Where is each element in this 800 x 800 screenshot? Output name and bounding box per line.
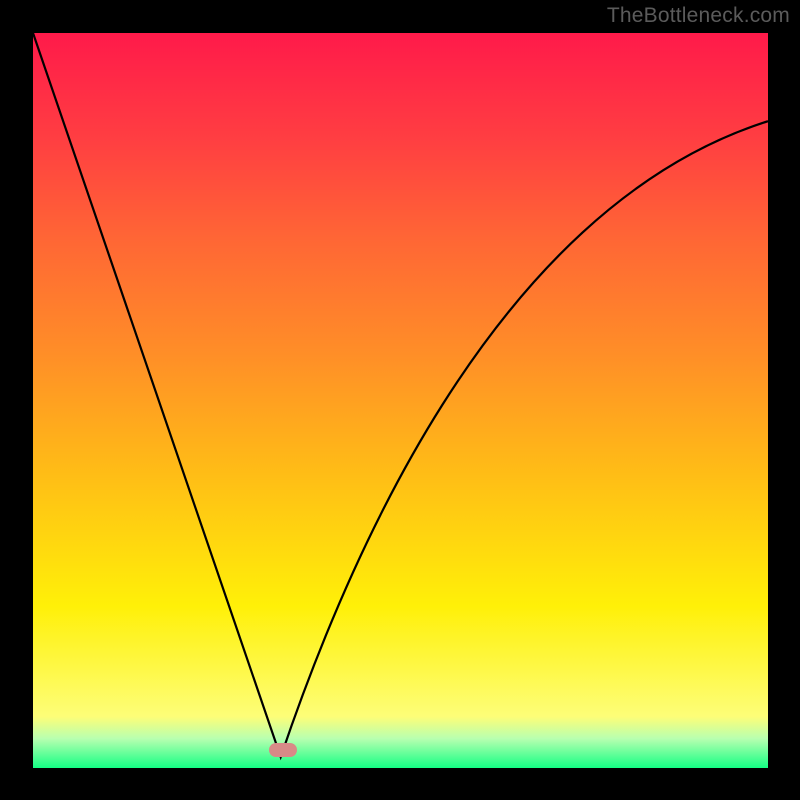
watermark-text: TheBottleneck.com: [607, 4, 790, 28]
bottleneck-curve: [33, 33, 768, 757]
chart-plot-area: [33, 33, 768, 768]
curve-line: [33, 33, 768, 768]
vertex-marker: [269, 743, 297, 757]
